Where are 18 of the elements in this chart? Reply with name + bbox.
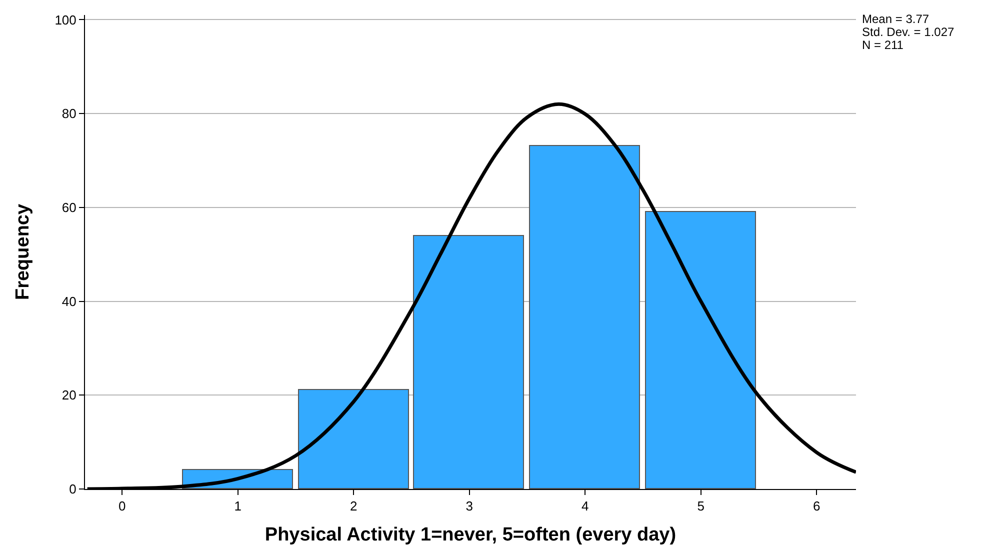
x-tick-label: 3 xyxy=(466,498,473,514)
text: Mean = 3.77 xyxy=(862,12,930,26)
y-tick-label: 40 xyxy=(62,294,76,309)
x-tick-label: 0 xyxy=(118,498,126,514)
x-tick-label: 6 xyxy=(813,498,820,514)
x-axis-title: Physical Activity 1=never, 5=often (every day) xyxy=(264,524,676,546)
y-tick-label: 20 xyxy=(62,388,76,403)
y-tick-label: 100 xyxy=(54,12,76,28)
y-axis-title: Frequency xyxy=(12,204,34,300)
x-tick-label: 1 xyxy=(234,498,242,514)
y-tick-label: 60 xyxy=(62,200,76,215)
x-tick-label: 2 xyxy=(350,498,358,514)
y-tick-label: 80 xyxy=(62,106,76,122)
text: Std. Dev. = 1.027 xyxy=(862,25,954,39)
y-tick-label: 0 xyxy=(69,482,76,497)
x-tick-label: 5 xyxy=(697,498,704,514)
x-tick-label: 4 xyxy=(581,498,589,514)
text: N = 211 xyxy=(862,38,904,52)
